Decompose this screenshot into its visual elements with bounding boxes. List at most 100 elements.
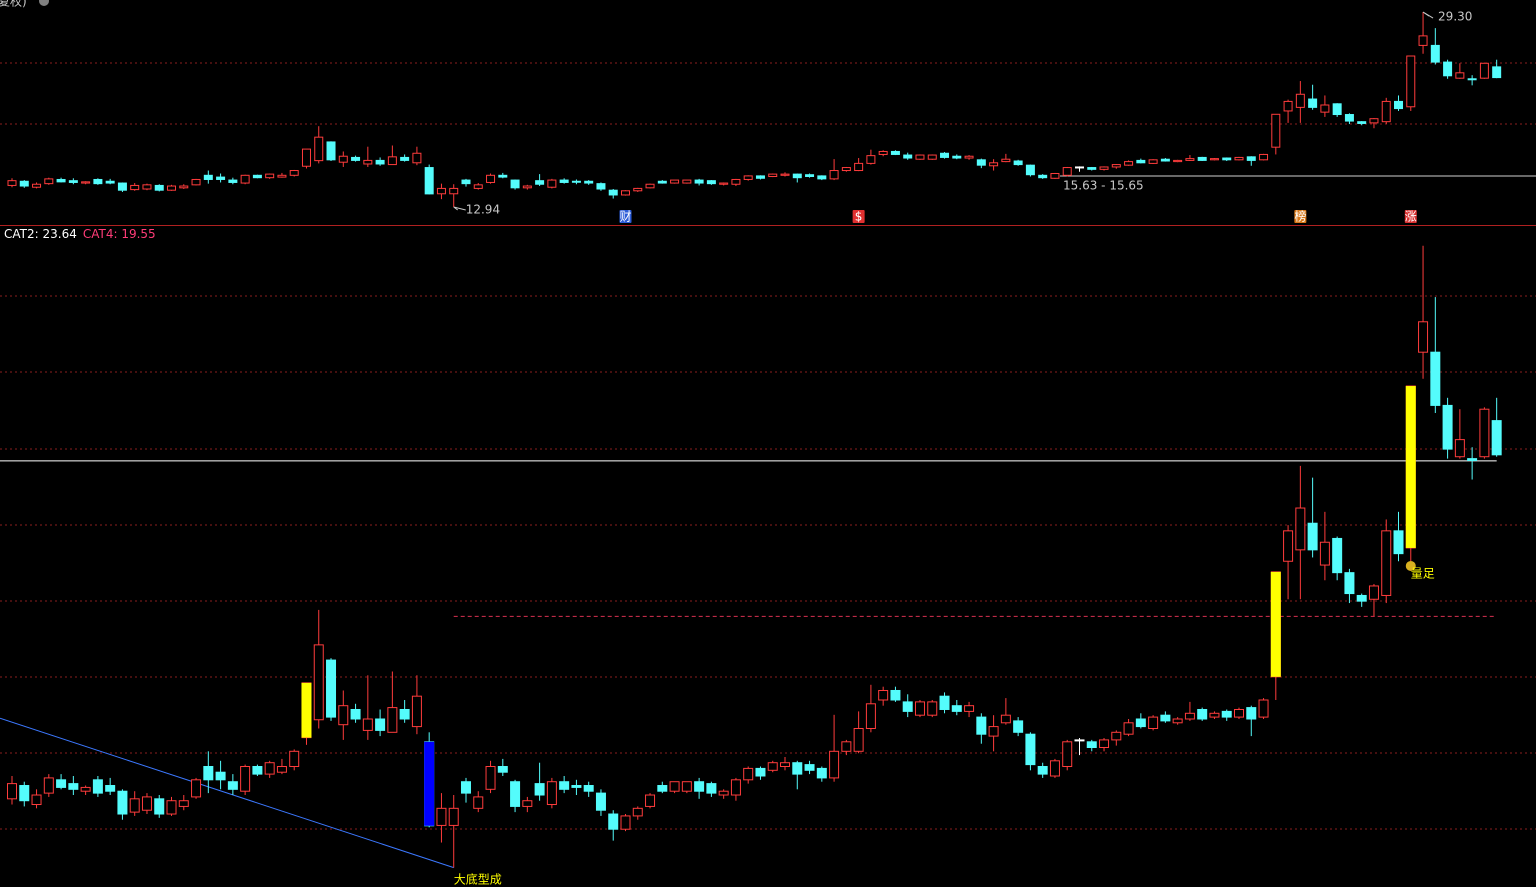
candle-body	[1136, 159, 1146, 164]
candle-body	[1369, 118, 1379, 124]
candle-body	[878, 150, 888, 155]
candle-body	[1172, 718, 1183, 724]
candle-body	[1173, 159, 1183, 163]
candle-body	[829, 170, 839, 180]
candle-body	[167, 185, 177, 191]
candle-body	[1492, 66, 1502, 79]
candle-body	[694, 179, 704, 184]
candle-body	[1135, 718, 1146, 728]
candle-body	[486, 174, 496, 183]
candle-body	[976, 716, 987, 735]
candle-body	[903, 154, 913, 159]
candle-body	[1185, 158, 1195, 161]
event-label: 榜	[1294, 209, 1306, 224]
candle-body	[498, 174, 508, 178]
indicator-value: 19.55	[121, 227, 155, 241]
candle-body	[1038, 174, 1048, 179]
candle-body	[68, 783, 79, 790]
candle-body	[596, 183, 606, 190]
candle-body	[522, 185, 532, 189]
candle-body	[571, 180, 581, 183]
candle-body	[362, 718, 373, 731]
candle-body	[657, 180, 667, 184]
candle-body	[1013, 160, 1023, 166]
candle-body	[338, 705, 349, 726]
candle-body	[117, 182, 127, 191]
candle-body	[105, 180, 115, 184]
candle-body	[755, 767, 766, 777]
signal-bar	[1405, 386, 1416, 548]
candle-body	[768, 173, 778, 177]
candle-body	[645, 794, 656, 807]
candle-body	[375, 159, 385, 165]
event-label: $	[855, 210, 863, 224]
indicator-value: 23.64	[42, 227, 76, 241]
candle-body	[92, 779, 103, 794]
candle-body	[105, 785, 116, 792]
candle-body	[608, 189, 618, 196]
candle-body	[1037, 766, 1048, 775]
signal-label: 量足	[1411, 566, 1435, 580]
separator: :	[113, 227, 121, 241]
candle-body	[178, 800, 189, 807]
grid	[0, 62, 1536, 830]
candle-body	[853, 727, 864, 752]
candle-body	[1381, 530, 1392, 596]
candle-body	[227, 781, 238, 790]
candle-body	[608, 813, 619, 830]
candle-body	[436, 187, 446, 195]
candle-body	[32, 183, 42, 188]
signal-bar	[301, 682, 312, 738]
signal-label: 大底型成	[454, 872, 502, 887]
candle-body	[1124, 161, 1134, 166]
candle-body	[914, 701, 925, 716]
candle-body	[289, 170, 299, 176]
candle-body	[1221, 710, 1232, 718]
candle-body	[989, 162, 999, 167]
indicator-legend: CAT2: 23.64 CAT4: 19.55	[4, 227, 156, 241]
low-label: 12.94	[466, 203, 500, 217]
candle-body	[350, 708, 361, 720]
candle-body	[1234, 708, 1244, 718]
candle-body	[681, 781, 692, 792]
candle-body	[460, 781, 471, 794]
candle-body	[621, 190, 630, 196]
candle-body	[927, 701, 938, 716]
header-icon	[39, 0, 49, 6]
candle-body	[1443, 61, 1453, 77]
candle-body	[215, 771, 226, 781]
candle-body	[1455, 72, 1465, 79]
candle-body	[964, 705, 975, 712]
candle-body	[510, 781, 521, 807]
candle-body	[559, 179, 569, 183]
candle-body	[1197, 156, 1207, 161]
candle-body	[154, 798, 165, 815]
candle-body	[326, 659, 337, 718]
candle-body	[1074, 739, 1085, 742]
candle-body	[203, 766, 214, 781]
candle-body	[767, 762, 778, 771]
range-label: 15.63 - 15.65	[1063, 179, 1144, 193]
candle-body	[620, 815, 631, 830]
candle-body	[1184, 712, 1195, 720]
candle-body	[1454, 439, 1465, 458]
candle-body	[19, 180, 29, 187]
candle-body	[669, 781, 680, 792]
candle-body	[657, 785, 668, 792]
candle-body	[43, 777, 54, 794]
candle-body	[313, 644, 324, 721]
candle-body	[730, 779, 741, 796]
candle-body	[792, 173, 802, 179]
label-arrow	[453, 206, 466, 211]
indicator-name: CAT4	[83, 227, 114, 241]
candle-body	[682, 179, 692, 184]
candle-body	[927, 154, 937, 160]
candle-body	[645, 183, 655, 189]
candle-body	[129, 798, 140, 813]
candle-body	[473, 796, 484, 809]
candle-body	[411, 695, 422, 728]
signal-bar	[424, 741, 435, 826]
candle-body	[706, 783, 717, 794]
candle-body	[755, 175, 765, 179]
